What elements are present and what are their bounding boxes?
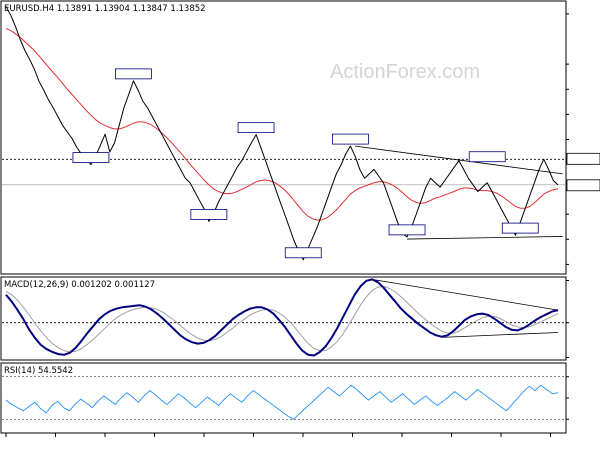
price-annotation — [468, 151, 506, 163]
rsi-series — [5, 384, 559, 420]
rsi-title: RSI(14) 54.5542 — [4, 366, 73, 376]
annotation-box — [72, 152, 110, 164]
current-price-box — [566, 179, 600, 192]
macd-panel-frame — [0, 276, 567, 361]
price-annotation — [284, 247, 322, 259]
annotation-box — [237, 122, 275, 134]
price-series-line-0 — [5, 6, 559, 261]
price-annotation — [114, 68, 152, 80]
price-trendline-1 — [407, 236, 563, 240]
price-annotation — [332, 133, 369, 145]
macd-y-ticks — [566, 279, 569, 358]
annotation-box — [284, 247, 322, 259]
price-annotation — [190, 209, 228, 220]
macd-trendline-0 — [371, 279, 559, 311]
rsi-series-line-0 — [5, 384, 559, 420]
annotation-box — [468, 151, 506, 163]
price-panel-frame — [0, 0, 567, 275]
price-annotation — [388, 224, 426, 236]
annotation-box — [501, 222, 539, 234]
price-annotation — [72, 152, 110, 164]
price-series-line-1 — [5, 27, 559, 221]
price-annotations — [72, 68, 539, 259]
price-series — [5, 6, 559, 261]
price-trendline-0 — [355, 145, 563, 175]
price-reference-lines — [2, 158, 566, 186]
resistance-price-box — [566, 152, 600, 165]
macd-trendlines — [371, 279, 559, 338]
watermark: ActionForex.com — [330, 61, 480, 83]
annotation-box — [388, 224, 426, 236]
macd-series-line-0 — [5, 278, 559, 357]
macd-title: MACD(12,26,9) 0.001202 0.001127 — [4, 280, 155, 290]
rsi-y-ticks — [566, 376, 569, 420]
price-annotation — [237, 122, 275, 134]
macd-series-line-1 — [5, 285, 559, 353]
macd-series — [5, 278, 559, 357]
price-title: EURUSD.H4 1.13891 1.13904 1.13847 1.1385… — [4, 4, 206, 14]
price-trendlines — [355, 145, 563, 240]
price-y-ticks — [566, 13, 600, 265]
annotation-box — [332, 133, 369, 145]
annotation-box — [114, 68, 152, 80]
x-axis-ticks — [5, 433, 551, 437]
macd-trendline-1 — [441, 332, 559, 338]
annotation-box — [190, 209, 228, 220]
price-annotation — [501, 222, 539, 234]
